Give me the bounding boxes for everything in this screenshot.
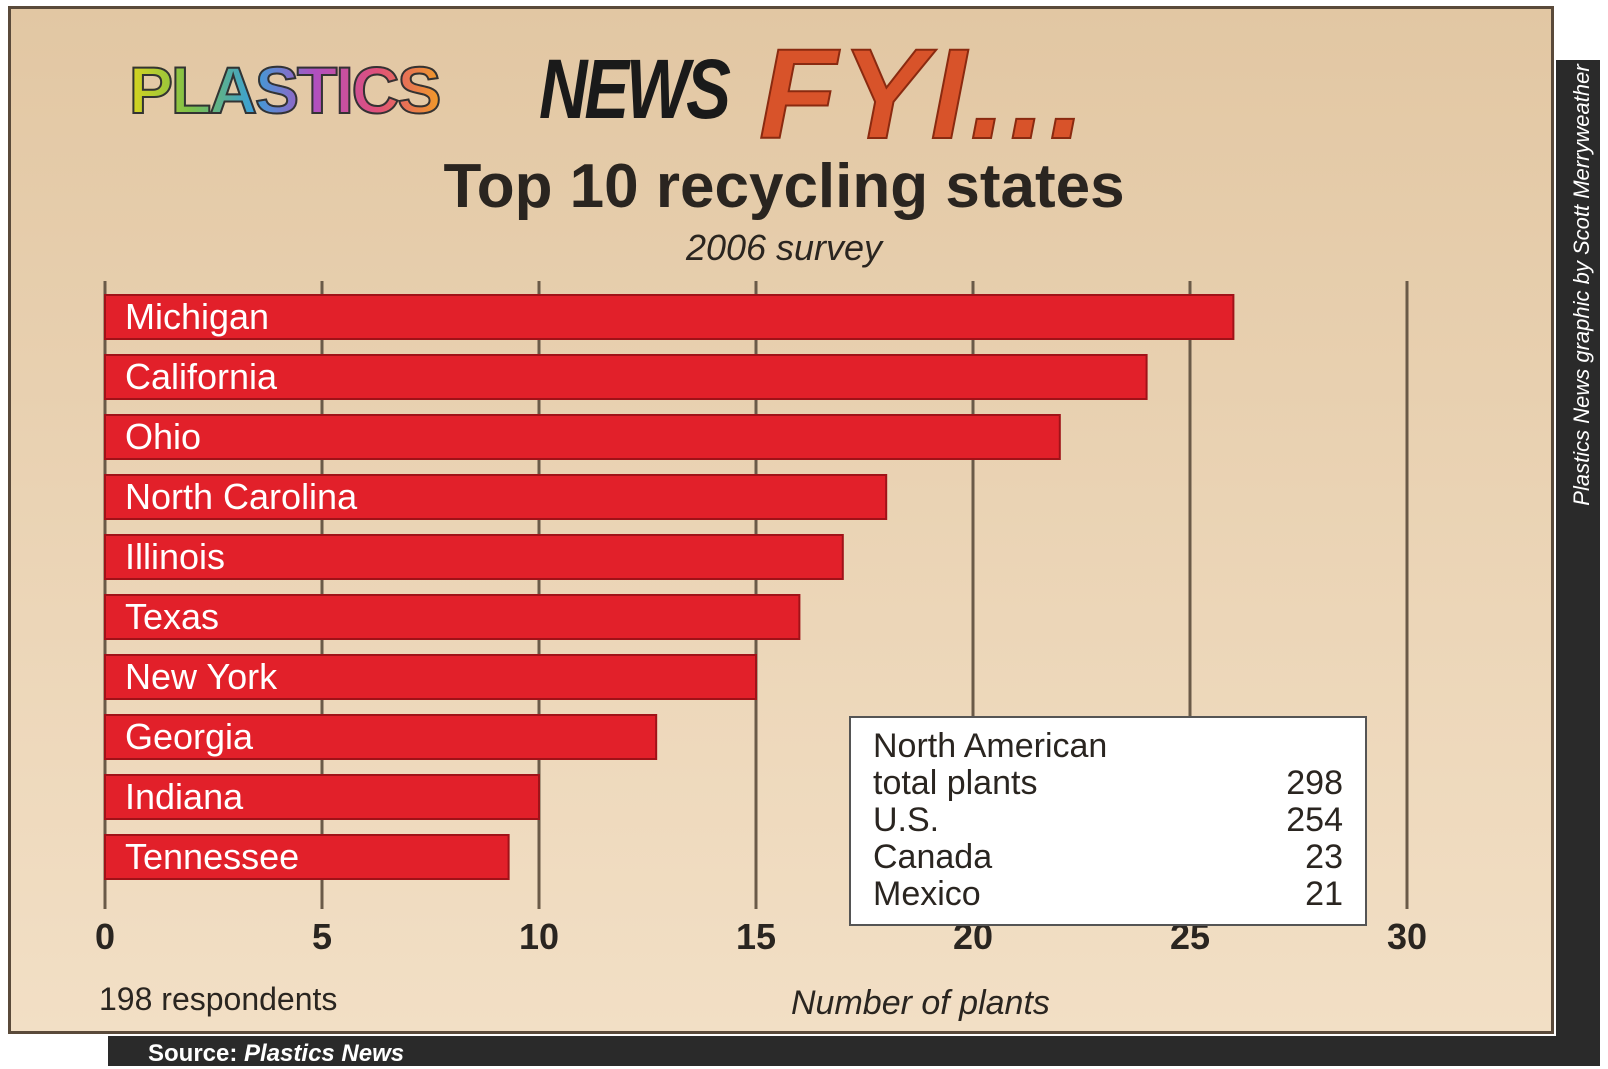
summary-label: total plants: [873, 764, 1038, 802]
summary-row: Mexico 21: [873, 876, 1343, 913]
summary-value: 21: [1305, 875, 1343, 913]
bar: [104, 294, 1235, 340]
graphic-credit-text: Plastics News graphic by Scott Merryweat…: [1569, 64, 1594, 506]
bar-label: North Carolina: [125, 476, 358, 517]
summary-row: U.S. 254: [873, 802, 1343, 839]
bar: [104, 594, 801, 640]
summary-label: U.S.: [873, 801, 940, 839]
bar-label: Indiana: [125, 776, 244, 817]
x-tick-label: 5: [312, 916, 332, 957]
source-note: Source: Plastics News: [148, 1040, 404, 1068]
bar: [104, 714, 658, 760]
graphic-credit: Plastics News graphic by Scott Merryweat…: [1569, 64, 1594, 505]
summary-row: total plants 298: [873, 765, 1343, 802]
summary-label: Canada: [873, 838, 993, 876]
chart-subtitle: 2006 survey: [685, 227, 883, 268]
bar: [104, 354, 1148, 400]
summary-box: North American total plants 298 U.S. 254…: [849, 716, 1367, 926]
respondents-note: 198 respondents: [99, 981, 338, 1017]
bar-label: New York: [125, 656, 278, 697]
summary-value: 298: [1286, 764, 1343, 802]
panel-shadow-bottom: [108, 1036, 1600, 1066]
x-axis-title: Number of plants: [791, 984, 1050, 1022]
bar: [104, 474, 888, 520]
bar: [104, 534, 844, 580]
bar: [104, 414, 1061, 460]
summary-row: Canada 23: [873, 839, 1343, 876]
bar: [104, 834, 510, 880]
source-label: Source:: [148, 1040, 238, 1067]
infographic-panel: PLASTICS NEWS FYI... Top 10 recycling st…: [8, 6, 1554, 1034]
bar-chart: Michigan California Ohio North Carolina Illi…: [95, 281, 1427, 957]
bars: Michigan California Ohio North Carolina Illi…: [104, 294, 1235, 880]
panel-shadow-right: [1556, 60, 1600, 1060]
logo-fyi: FYI...: [758, 23, 1089, 166]
summary-value: 23: [1305, 838, 1343, 876]
bar-label: Michigan: [125, 296, 269, 337]
bar-label: Tennessee: [125, 836, 299, 877]
summary-heading: North American: [873, 727, 1108, 765]
bar-label: Ohio: [125, 416, 201, 457]
logo-news: NEWS: [539, 42, 731, 136]
bar-label: Texas: [125, 596, 219, 637]
x-tick-label: 0: [95, 916, 115, 957]
summary-value: 254: [1286, 801, 1343, 839]
source-name: Plastics News: [244, 1040, 405, 1067]
bar: [104, 774, 540, 820]
logo-plastics: PLASTICS: [128, 53, 442, 127]
x-tick-label: 15: [736, 916, 776, 957]
bar-label: California: [125, 356, 278, 397]
bar-label: Georgia: [125, 716, 254, 757]
bar: [104, 654, 757, 700]
summary-label: Mexico: [873, 875, 981, 913]
chart-title: Top 10 recycling states: [443, 152, 1125, 221]
bar-label: Illinois: [125, 536, 225, 577]
x-tick-label: 30: [1387, 916, 1427, 957]
x-tick-label: 10: [519, 916, 559, 957]
